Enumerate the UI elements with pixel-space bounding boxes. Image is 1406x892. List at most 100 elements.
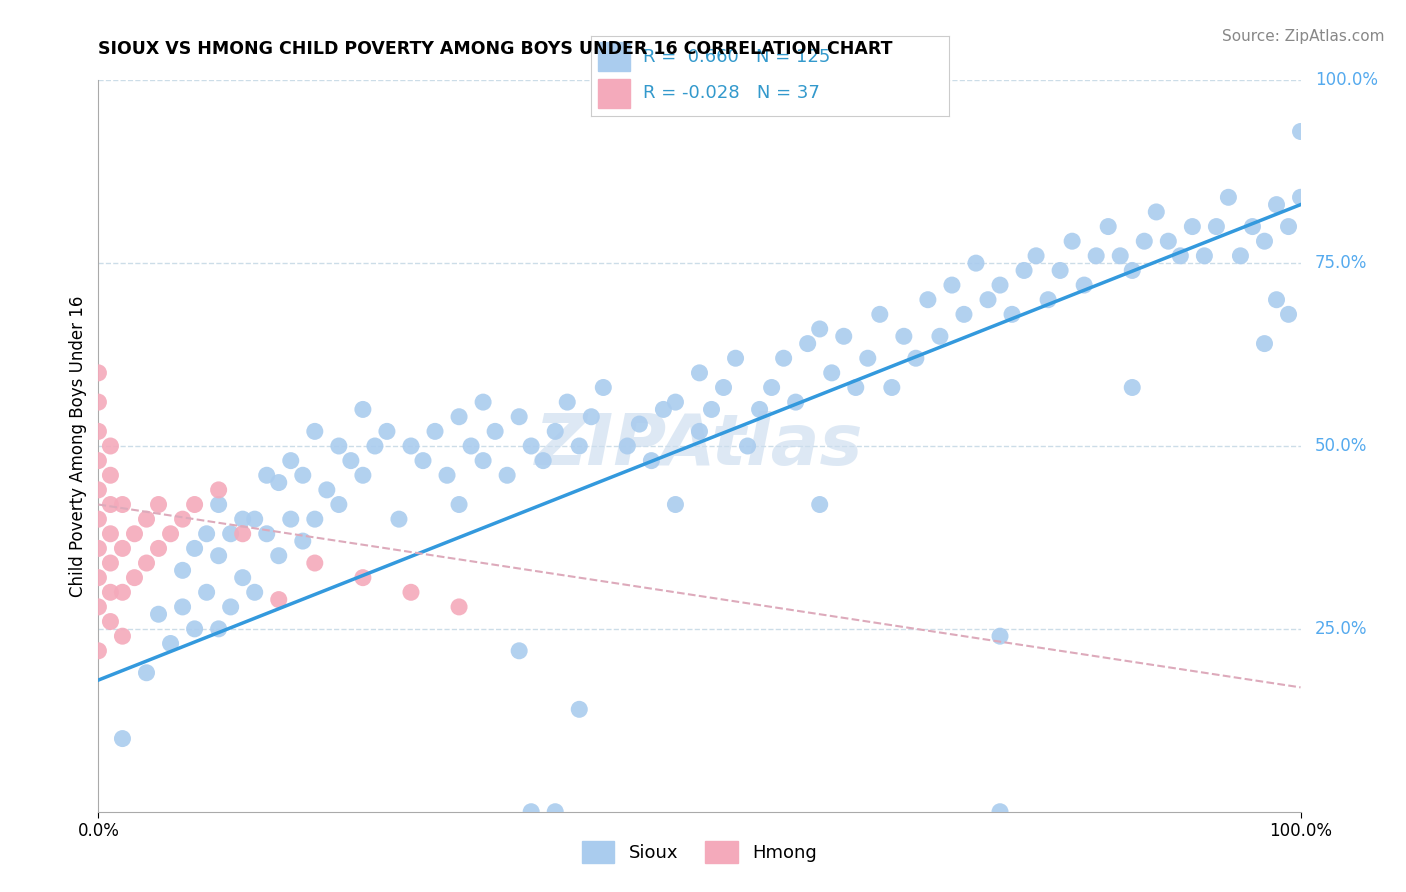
Text: SIOUX VS HMONG CHILD POVERTY AMONG BOYS UNDER 16 CORRELATION CHART: SIOUX VS HMONG CHILD POVERTY AMONG BOYS … xyxy=(98,40,893,58)
Point xyxy=(87,644,110,658)
Point xyxy=(135,556,157,570)
Point xyxy=(87,599,110,614)
Point xyxy=(1109,249,1132,263)
Point xyxy=(941,278,963,293)
Point xyxy=(1001,307,1024,321)
Point xyxy=(484,425,506,439)
Point xyxy=(761,380,783,394)
Point xyxy=(232,526,254,541)
Point xyxy=(267,549,290,563)
Point xyxy=(796,336,818,351)
Point xyxy=(555,395,578,409)
Point xyxy=(1265,197,1288,211)
Point xyxy=(219,599,242,614)
Point xyxy=(195,526,218,541)
Point xyxy=(1253,336,1275,351)
Point xyxy=(100,498,122,512)
Point xyxy=(581,409,603,424)
Point xyxy=(544,805,567,819)
Point xyxy=(87,571,110,585)
Point xyxy=(772,351,794,366)
Text: Source: ZipAtlas.com: Source: ZipAtlas.com xyxy=(1222,29,1385,44)
Point xyxy=(436,468,458,483)
Point xyxy=(1073,278,1095,293)
Point xyxy=(640,453,662,467)
Text: 100.0%: 100.0% xyxy=(1315,71,1378,89)
Point xyxy=(928,329,950,343)
Point xyxy=(520,805,543,819)
Point xyxy=(904,351,927,366)
Point xyxy=(652,402,675,417)
Point xyxy=(1121,263,1143,277)
Point xyxy=(472,453,495,467)
Point xyxy=(893,329,915,343)
Point xyxy=(953,307,976,321)
Point xyxy=(664,498,686,512)
Point xyxy=(148,498,170,512)
Point xyxy=(100,556,122,570)
Point xyxy=(208,483,231,497)
Bar xyxy=(598,42,630,71)
Point xyxy=(232,571,254,585)
Point xyxy=(737,439,759,453)
Point xyxy=(183,498,205,512)
Point xyxy=(87,541,110,556)
Point xyxy=(111,498,134,512)
Point xyxy=(352,402,374,417)
Point xyxy=(124,571,146,585)
Point xyxy=(304,512,326,526)
Point xyxy=(1157,234,1180,248)
Point xyxy=(267,475,290,490)
Point xyxy=(856,351,879,366)
Point xyxy=(447,409,470,424)
Point xyxy=(135,665,157,680)
Point xyxy=(304,425,326,439)
Point xyxy=(447,599,470,614)
Point xyxy=(1170,249,1192,263)
Point xyxy=(280,453,302,467)
Point xyxy=(988,629,1011,643)
Point xyxy=(808,498,831,512)
Point xyxy=(713,380,735,394)
Point xyxy=(208,498,231,512)
Point xyxy=(124,526,146,541)
Point xyxy=(700,402,723,417)
Point xyxy=(460,439,482,453)
Point xyxy=(785,395,807,409)
Point xyxy=(208,549,231,563)
Point xyxy=(111,629,134,643)
Point xyxy=(135,512,157,526)
Point xyxy=(988,805,1011,819)
Point xyxy=(1097,219,1119,234)
Point xyxy=(328,439,350,453)
Point xyxy=(87,512,110,526)
Text: R =  0.660   N = 125: R = 0.660 N = 125 xyxy=(643,47,830,65)
Point xyxy=(508,409,530,424)
Point xyxy=(988,278,1011,293)
Point xyxy=(531,453,554,467)
Point xyxy=(100,585,122,599)
Point xyxy=(1205,219,1227,234)
Point xyxy=(688,366,710,380)
Point xyxy=(544,425,567,439)
Point xyxy=(1277,219,1299,234)
Point xyxy=(1289,124,1312,138)
Point xyxy=(159,526,181,541)
Point xyxy=(267,592,290,607)
Point xyxy=(291,468,314,483)
Point xyxy=(508,644,530,658)
Point xyxy=(1253,234,1275,248)
Point xyxy=(869,307,891,321)
Y-axis label: Child Poverty Among Boys Under 16: Child Poverty Among Boys Under 16 xyxy=(69,295,87,597)
Point xyxy=(1265,293,1288,307)
Point xyxy=(472,395,495,409)
Point xyxy=(100,615,122,629)
Legend: Sioux, Hmong: Sioux, Hmong xyxy=(575,833,824,870)
Point xyxy=(1036,293,1059,307)
Text: 25.0%: 25.0% xyxy=(1315,620,1368,638)
Point xyxy=(172,512,194,526)
Point xyxy=(183,622,205,636)
Point xyxy=(1289,190,1312,204)
Point xyxy=(364,439,387,453)
Point xyxy=(832,329,855,343)
